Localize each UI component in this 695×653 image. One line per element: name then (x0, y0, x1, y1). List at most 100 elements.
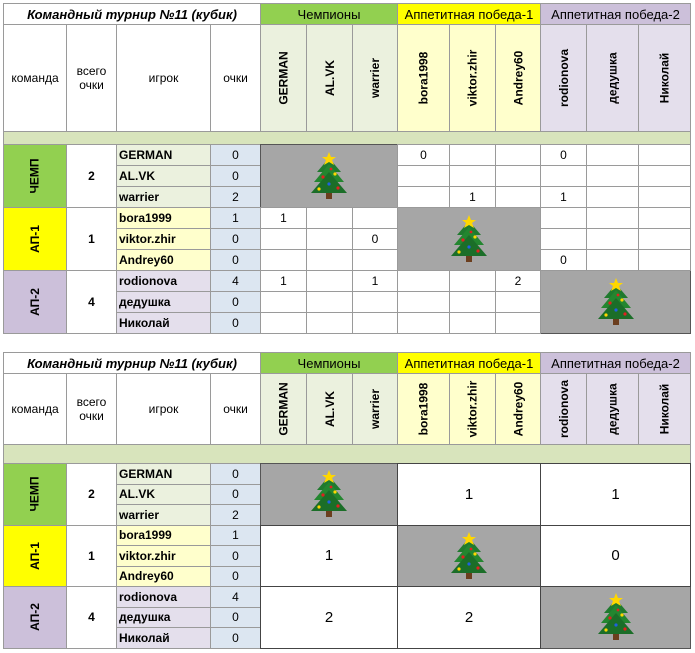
player-name-text: bora1999 (119, 528, 172, 543)
tree-block (260, 144, 398, 208)
result-cell (306, 228, 353, 250)
team-total-text: 2 (88, 487, 95, 502)
result-cell (495, 291, 541, 313)
result-cell (540, 165, 587, 187)
team-result-cell: 1 (540, 463, 691, 526)
column-header: игрок (116, 24, 211, 132)
player-name-text: AL.VK (119, 169, 155, 183)
result-cell: 1 (449, 186, 496, 208)
team-total-text: 4 (88, 610, 95, 625)
result-cell (397, 312, 450, 334)
result-cell-text: 1 (371, 274, 379, 288)
result-cell (260, 312, 307, 334)
player-points: 0 (210, 228, 261, 250)
result-cell (586, 144, 639, 166)
table-title-text: Командный турнир №11 (кубик) (27, 355, 237, 371)
result-cell (540, 228, 587, 250)
result-cell (586, 165, 639, 187)
group-header-text: Аппетитная победа-1 (404, 355, 534, 371)
group-header: Аппетитная победа-1 (397, 352, 541, 374)
player-column-header: warrier (352, 24, 398, 132)
player-points-text: 0 (232, 548, 239, 563)
player-points-text: 0 (232, 569, 239, 584)
team-result-cell: 2 (260, 586, 398, 649)
column-header-text: всего очки (76, 64, 107, 92)
player-name: warrier (116, 186, 211, 208)
player-points-text: 0 (232, 316, 239, 330)
team-total: 4 (66, 586, 117, 649)
player-column-header-text: bora1998 (416, 382, 431, 436)
spacer-row (3, 131, 691, 145)
player-points-text: 1 (232, 211, 239, 225)
player-column-header: rodionova (540, 24, 587, 132)
player-points-text: 0 (232, 295, 239, 309)
player-name: Николай (116, 627, 211, 649)
player-name-text: viktor.zhir (119, 232, 176, 246)
tree-icon (311, 470, 347, 518)
player-column-header: Николай (638, 373, 691, 445)
result-cell (540, 207, 587, 229)
player-name-text: дедушка (119, 295, 171, 309)
player-column-header-text: rodionova (556, 48, 571, 108)
group-header-text: Чемпионы (297, 355, 361, 371)
player-column-header-text: Николай (657, 383, 672, 435)
table-title: Командный турнир №11 (кубик) (3, 3, 261, 25)
team-result-cell: 1 (397, 463, 541, 526)
player-points: 0 (210, 545, 261, 567)
tree-icon (451, 215, 487, 262)
result-cell (397, 291, 450, 313)
player-name: Николай (116, 312, 211, 334)
player-column-header-text: GERMAN (276, 51, 291, 105)
player-points: 0 (210, 249, 261, 271)
player-column-header-text: warrier (368, 388, 382, 430)
player-name: rodionova (116, 270, 211, 292)
player-column-header: warrier (352, 373, 398, 445)
result-cell (306, 291, 353, 313)
player-points-text: 0 (232, 630, 239, 645)
player-name-text: GERMAN (119, 148, 173, 162)
player-points-text: 0 (232, 610, 239, 625)
tree-block (260, 463, 398, 526)
result-cell (449, 312, 496, 334)
team-result-cell: 0 (540, 524, 691, 587)
player-column-header-text: rodionova (556, 379, 571, 439)
team-total-text: 1 (88, 232, 95, 246)
result-cell-text: 1 (469, 190, 476, 204)
tree-icon (451, 531, 487, 579)
result-cell (638, 165, 691, 187)
player-name: AL.VK (116, 165, 211, 187)
result-cell (260, 249, 307, 271)
team-total: 1 (66, 524, 117, 587)
player-name-text: rodionova (119, 589, 178, 604)
team-code-text: ЧЕМП (28, 158, 42, 194)
player-column-header: Andrey60 (495, 373, 541, 445)
result-cell (260, 291, 307, 313)
player-name: warrier (116, 504, 211, 526)
team-code-text: АП-1 (28, 225, 42, 253)
player-column-header: AL.VK (306, 373, 353, 445)
team-result-cell-text: 0 (611, 547, 620, 565)
result-cell (495, 144, 541, 166)
team-total: 4 (66, 270, 117, 334)
team-code: АП-2 (3, 270, 67, 334)
spacer-row (3, 444, 691, 464)
player-points-text: 4 (232, 274, 239, 288)
player-name: GERMAN (116, 144, 211, 166)
column-header: очки (210, 24, 261, 132)
result-cell-text: 0 (420, 148, 427, 162)
tree-icon (597, 593, 634, 641)
result-cell-text: 1 (280, 274, 287, 288)
player-column-header: bora1998 (397, 373, 450, 445)
result-cell-text: 0 (560, 253, 567, 267)
group-header: Аппетитная победа-2 (540, 352, 691, 374)
player-column-header: viktor.zhir (449, 373, 496, 445)
team-result-cell-text: 1 (464, 485, 474, 503)
team-total: 2 (66, 144, 117, 208)
player-column-header: AL.VK (306, 24, 353, 132)
player-points: 4 (210, 270, 261, 292)
player-name: bora1999 (116, 207, 211, 229)
column-header-text: игрок (148, 71, 179, 85)
group-header: Аппетитная победа-2 (540, 3, 691, 25)
result-cell (449, 291, 496, 313)
